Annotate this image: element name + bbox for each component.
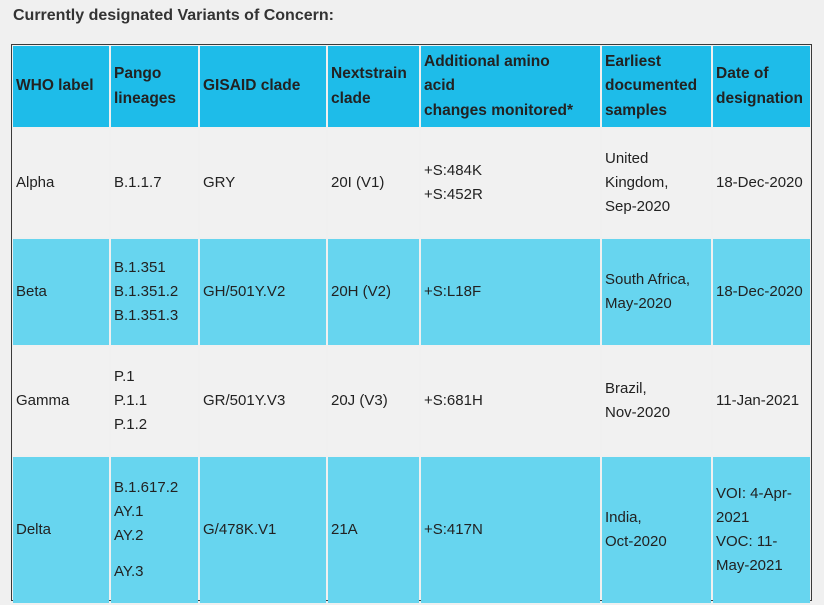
cell-date-designation-line: 2021 bbox=[716, 509, 750, 526]
header-pango-lineages-line: Pango bbox=[114, 65, 162, 82]
cell-date-designation-line: 18-Dec-2020 bbox=[716, 283, 803, 300]
variants-table-grid: WHO label Pango lineages GISAID clade Nextst… bbox=[13, 46, 810, 603]
header-earliest-samples: Earliest documented samples bbox=[602, 46, 711, 127]
cell-date-designation: 18-Dec-2020 bbox=[713, 239, 810, 345]
cell-date-designation-line: VOC: 11- bbox=[716, 533, 778, 550]
cell-earliest-samples: United Kingdom, Sep-2020 bbox=[602, 129, 711, 237]
cell-nextstrain-clade-line: 21A bbox=[331, 521, 358, 538]
cell-nextstrain-clade: 20I (V1) bbox=[328, 129, 419, 237]
cell-pango-lineages-line: B.1.351.2 bbox=[114, 283, 179, 300]
cell-pango-lineages-line: B.1.617.2 bbox=[114, 479, 179, 496]
cell-who-label-line: Beta bbox=[16, 283, 47, 300]
cell-nextstrain-clade: 21A bbox=[328, 457, 419, 603]
header-pango-lineages: Pango lineages bbox=[111, 46, 198, 127]
cell-pango-lineages-line: B.1.351.3 bbox=[114, 307, 179, 324]
cell-earliest-samples-line: India, bbox=[605, 509, 642, 526]
cell-pango-lineages: B.1.617.2 AY.1 AY.2 AY.3 bbox=[111, 457, 198, 603]
cell-nextstrain-clade-line: 20J (V3) bbox=[331, 392, 388, 409]
cell-gisaid-clade: GRY bbox=[200, 129, 326, 237]
header-amino-changes: Additional amino acid changes monitored* bbox=[421, 46, 600, 127]
cell-gisaid-clade-line: GR/501Y.V3 bbox=[203, 392, 286, 409]
cell-pango-lineages-line: P.1 bbox=[114, 368, 135, 385]
cell-amino-changes-line: +S:681H bbox=[424, 392, 483, 409]
header-nextstrain-clade: Nextstrain clade bbox=[328, 46, 419, 127]
header-earliest-samples-line: Earliest bbox=[605, 52, 662, 70]
cell-amino-changes-line: +S:417N bbox=[424, 521, 483, 538]
cell-earliest-samples-line: United bbox=[605, 150, 649, 167]
cell-gisaid-clade-line: G/478K.V1 bbox=[203, 521, 277, 538]
cell-earliest-samples-line: May-2020 bbox=[605, 295, 672, 312]
cell-date-designation-line: 11-Jan-2021 bbox=[716, 392, 800, 409]
cell-date-designation: VOI: 4-Apr- 2021 VOC: 11- May-2021 bbox=[713, 457, 810, 603]
header-who-label: WHO label bbox=[13, 46, 109, 127]
cell-who-label-line: Gamma bbox=[16, 392, 70, 409]
cell-pango-lineages-line: B.1.1.7 bbox=[114, 174, 162, 191]
cell-amino-changes-line: +S:L18F bbox=[424, 283, 482, 300]
cell-earliest-samples: India, Oct-2020 bbox=[602, 457, 711, 603]
cell-amino-changes: +S:417N bbox=[421, 457, 600, 603]
cell-pango-lineages-line: P.1.1 bbox=[114, 392, 148, 409]
cell-nextstrain-clade: 20H (V2) bbox=[328, 239, 419, 345]
cell-earliest-samples-line: Nov-2020 bbox=[605, 404, 671, 421]
header-gisaid-clade: GISAID clade bbox=[200, 46, 326, 127]
cell-pango-lineages-line: P.1.2 bbox=[114, 416, 148, 433]
header-who-label-line: WHO label bbox=[16, 77, 94, 95]
cell-amino-changes-line: +S:484K bbox=[424, 162, 482, 179]
cell-pango-lineages: B.1.1.7 bbox=[111, 129, 198, 237]
cell-pango-lineages-line: AY.1 bbox=[114, 503, 144, 520]
cell-amino-changes: +S:681H bbox=[421, 347, 600, 455]
cell-pango-lineages: B.1.351 B.1.351.2 B.1.351.3 bbox=[111, 239, 198, 345]
cell-earliest-samples: South Africa, May-2020 bbox=[602, 239, 711, 345]
cell-earliest-samples-line: Oct-2020 bbox=[605, 533, 667, 550]
cell-earliest-samples-line: Sep-2020 bbox=[605, 198, 671, 215]
cell-date-designation-line: May-2021 bbox=[716, 557, 783, 574]
cell-who-label: Gamma bbox=[13, 347, 109, 455]
header-amino-changes-line: changes monitored* bbox=[424, 101, 573, 119]
cell-earliest-samples-line: Brazil, bbox=[605, 380, 647, 397]
cell-gisaid-clade: GR/501Y.V3 bbox=[200, 347, 326, 455]
header-earliest-samples-line: documented bbox=[605, 77, 698, 95]
section-heading: Currently designated Variants of Concern… bbox=[13, 7, 334, 24]
cell-gisaid-clade: GH/501Y.V2 bbox=[200, 239, 326, 345]
header-pango-lineages-line: lineages bbox=[114, 89, 177, 107]
cell-earliest-samples-line: South Africa, bbox=[605, 271, 691, 288]
header-date-designation: Date of designation bbox=[713, 46, 810, 127]
cell-date-designation-line: 18-Dec-2020 bbox=[716, 174, 803, 191]
cell-gisaid-clade-line: GH/501Y.V2 bbox=[203, 283, 286, 300]
cell-earliest-samples-line: Kingdom, bbox=[605, 174, 669, 191]
variants-table: WHO label Pango lineages GISAID clade Nextst… bbox=[11, 44, 812, 603]
header-nextstrain-clade-line: clade bbox=[331, 89, 371, 107]
cell-amino-changes: +S:484K +S:452R bbox=[421, 129, 600, 237]
header-amino-changes-line: acid bbox=[424, 77, 456, 95]
cell-pango-lineages-line: AY.3 bbox=[114, 563, 144, 580]
cell-date-designation: 11-Jan-2021 bbox=[713, 347, 810, 455]
cell-date-designation: 18-Dec-2020 bbox=[713, 129, 810, 237]
cell-date-designation-line: VOI: 4-Apr- bbox=[716, 485, 792, 502]
cell-who-label-line: Alpha bbox=[16, 174, 55, 191]
header-date-designation-line: Date of bbox=[716, 65, 769, 82]
cell-pango-lineages-line: AY.2 bbox=[114, 527, 144, 544]
cell-earliest-samples: Brazil, Nov-2020 bbox=[602, 347, 711, 455]
header-nextstrain-clade-line: Nextstrain bbox=[331, 65, 407, 82]
cell-amino-changes: +S:L18F bbox=[421, 239, 600, 345]
cell-gisaid-clade-line: GRY bbox=[203, 174, 236, 191]
cell-who-label: Alpha bbox=[13, 129, 109, 237]
cell-who-label: Delta bbox=[13, 457, 109, 603]
cell-pango-lineages-line bbox=[114, 548, 195, 560]
cell-who-label-line: Delta bbox=[16, 521, 52, 538]
header-gisaid-clade-line: GISAID clade bbox=[203, 77, 301, 95]
cell-pango-lineages: P.1 P.1.1 P.1.2 bbox=[111, 347, 198, 455]
cell-pango-lineages-line: B.1.351 bbox=[114, 259, 166, 276]
cell-amino-changes-line: +S:452R bbox=[424, 186, 483, 203]
header-date-designation-line: designation bbox=[716, 89, 803, 107]
header-earliest-samples-line: samples bbox=[605, 101, 668, 119]
cell-who-label: Beta bbox=[13, 239, 109, 345]
cell-nextstrain-clade-line: 20I (V1) bbox=[331, 174, 385, 191]
cell-nextstrain-clade-line: 20H (V2) bbox=[331, 283, 392, 300]
cell-nextstrain-clade: 20J (V3) bbox=[328, 347, 419, 455]
header-amino-changes-line: Additional amino bbox=[424, 52, 550, 70]
cell-gisaid-clade: G/478K.V1 bbox=[200, 457, 326, 603]
